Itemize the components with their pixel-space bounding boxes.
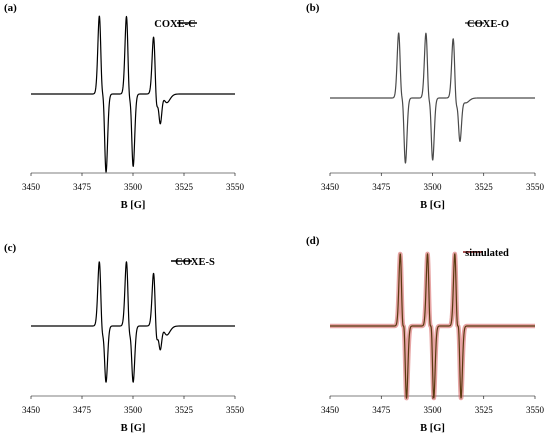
panel-letter: (a): [4, 2, 17, 14]
x-tick-label: 3550: [526, 182, 545, 192]
legend-label: COXE-C: [154, 19, 195, 30]
series-line: [30, 261, 236, 383]
x-tick-label: 3525: [175, 405, 194, 415]
x-tick-label: 3475: [372, 405, 391, 415]
x-tick-label: 3500: [124, 405, 143, 415]
x-tick-label: 3500: [424, 182, 443, 192]
panel-letter: (c): [4, 242, 17, 254]
series-line: [329, 253, 536, 399]
x-tick-label: 3450: [22, 182, 41, 192]
x-axis-label: B [G]: [121, 423, 146, 434]
panel-letter: (b): [306, 2, 320, 14]
legend-label: simulated: [465, 248, 509, 259]
x-tick-label: 3450: [22, 405, 41, 415]
x-axis-label: B [G]: [121, 200, 146, 211]
x-axis-label: B [G]: [420, 200, 445, 211]
x-tick-label: 3475: [372, 182, 391, 192]
x-tick-label: 3475: [73, 405, 92, 415]
panel-d: (d) simulated 3450 3475 3500 3525 3550 B [G]: [306, 235, 545, 434]
panel-b: (b) COXE-O 3450 3475 3500 3525 3550 B [G]: [306, 2, 545, 211]
panel-letter: (d): [306, 235, 320, 247]
x-tick-label: 3450: [321, 182, 340, 192]
series-line: [30, 15, 236, 173]
legend-label: COXE-O: [467, 19, 509, 30]
panel-c: (c) COXE-S 3450 3475 3500 3525 3550 B [G]: [4, 242, 245, 434]
x-tick-label: 3525: [475, 182, 494, 192]
x-tick-label: 3500: [424, 405, 443, 415]
x-tick-label: 3550: [226, 182, 245, 192]
x-tick-label: 3525: [475, 405, 494, 415]
x-tick-label: 3450: [321, 405, 340, 415]
x-axis-label: B [G]: [420, 423, 445, 434]
x-tick-label: 3500: [124, 182, 143, 192]
x-tick-label: 3475: [73, 182, 92, 192]
series-line: [329, 32, 536, 164]
x-tick-label: 3550: [526, 405, 545, 415]
x-tick-label: 3550: [226, 405, 245, 415]
panel-a: (a) COXE-C 3450 3475 3500 3525 3550 B [G]: [4, 2, 245, 211]
legend-label: COXE-S: [175, 257, 215, 268]
x-tick-label: 3525: [175, 182, 194, 192]
